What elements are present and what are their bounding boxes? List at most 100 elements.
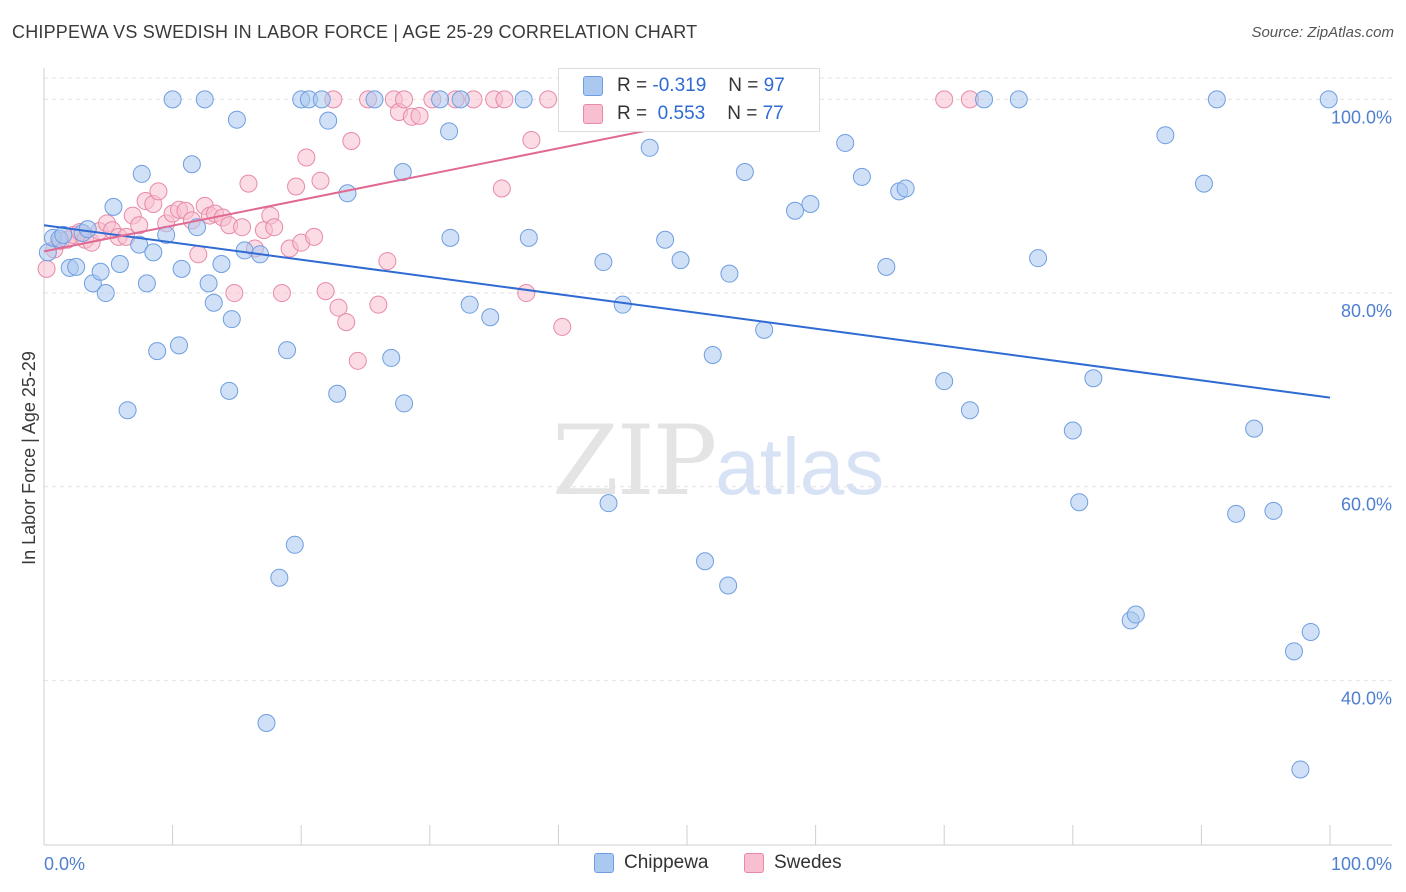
chippewa-point [130,235,149,254]
swedes-n-value: 77 [762,103,784,124]
chippewa-point [1070,493,1089,512]
swedes-point [342,132,361,151]
swedes-r-label: R = [617,103,648,124]
x-tick-label-max: 100.0% [1331,854,1392,874]
chippewa-point [801,194,820,213]
chippewa-point [1009,90,1028,109]
swedes-point [265,218,284,237]
chippewa-point [1245,419,1264,438]
chippewa-point [719,576,738,595]
chippewa-point [312,90,331,109]
chippewa-point [91,262,110,281]
chippewa-point [599,494,618,513]
chippewa-point [613,295,632,314]
chippewa-point [703,346,722,365]
swedes-point [517,284,536,303]
legend-swedes-swatch [744,853,764,873]
chippewa-point [1207,90,1226,109]
chippewa-swatch [583,76,603,96]
chippewa-point [1084,369,1103,388]
chippewa-point [96,284,115,303]
chippewa-point [1126,605,1145,624]
swedes-point [395,90,414,109]
chippewa-point [212,254,231,273]
chippewa-point [54,225,73,244]
chippewa-point [144,243,163,262]
chippewa-point [270,568,289,587]
chippewa-point [896,179,915,198]
watermark-atlas: atlas [715,422,885,511]
chippewa-point [935,372,954,391]
swedes-point [149,182,168,201]
chippewa-point [656,230,675,249]
chippewa-point [460,295,479,314]
chippewa-point [170,336,189,355]
chippewa-point [441,228,460,247]
swedes-point [225,284,244,303]
swedes-swatch [583,104,603,124]
chippewa-point [132,164,151,183]
swedes-point [37,259,56,278]
tick-labels: 40.0% 60.0% 80.0% 100.0% 0.0% 100.0% [44,107,1392,874]
swedes-point [287,177,306,196]
swedes-point [233,218,252,237]
x-tick-label-min: 0.0% [44,854,85,874]
chippewa-point [640,138,659,157]
chippewa-point [188,218,207,237]
chippewa-point [431,90,450,109]
chippewa-point [104,197,123,216]
chippewa-point [1301,622,1320,641]
swedes-point [539,90,558,109]
chippewa-n-label: N = [728,75,759,96]
chippewa-point [481,308,500,327]
swedes-point [272,284,291,303]
chippewa-point [172,259,191,278]
chippewa-point [1227,504,1246,523]
chippewa-point [338,184,357,203]
swedes-point [329,298,348,317]
swedes-point [378,252,397,271]
stats-row-chippewa: R = -0.319 N = 97 [583,73,785,99]
swedes-point [935,90,954,109]
chippewa-point [67,257,86,276]
chippewa-point [365,90,384,109]
chippewa-point [195,90,214,109]
swedes-point [522,131,541,150]
chippewa-r-value: -0.319 [652,75,707,96]
chippewa-point [328,384,347,403]
chippewa-point [1156,126,1175,145]
chippewa-point [204,293,223,312]
swedes-point [305,227,324,246]
swedes-r-value: 0.553 [652,103,706,124]
swedes-point [311,171,330,190]
chippewa-points [38,90,1338,779]
stats-row-swedes: R = 0.553 N = 77 [583,101,784,127]
swedes-n-label: N = [727,103,758,124]
chippewa-point [514,90,533,109]
y-tick-label: 100.0% [1331,107,1392,127]
legend-item-swedes[interactable]: Swedes [744,852,842,874]
chippewa-point [836,133,855,152]
chippewa-point [696,552,715,571]
chippewa-point [199,274,218,293]
chippewa-point [220,381,239,400]
chippewa-point [1264,501,1283,520]
legend-item-chippewa[interactable]: Chippewa [594,852,709,874]
chippewa-point [319,111,338,130]
chippewa-point [78,220,97,239]
chippewa-point [960,401,979,420]
chippewa-point [257,713,276,732]
chippewa-point [671,251,690,270]
swedes-points [37,90,979,370]
chippewa-point [451,90,470,109]
y-axis-label: In Labor Force | Age 25-29 [19,351,39,565]
swedes-point [239,174,258,193]
chippewa-point [1319,90,1338,109]
chippewa-point [1284,642,1303,661]
chippewa-point [182,155,201,174]
swedes-point [410,106,429,125]
swedes-point [492,179,511,198]
source-label: Source: ZipAtlas.com [1251,24,1394,41]
axes [43,68,1392,846]
